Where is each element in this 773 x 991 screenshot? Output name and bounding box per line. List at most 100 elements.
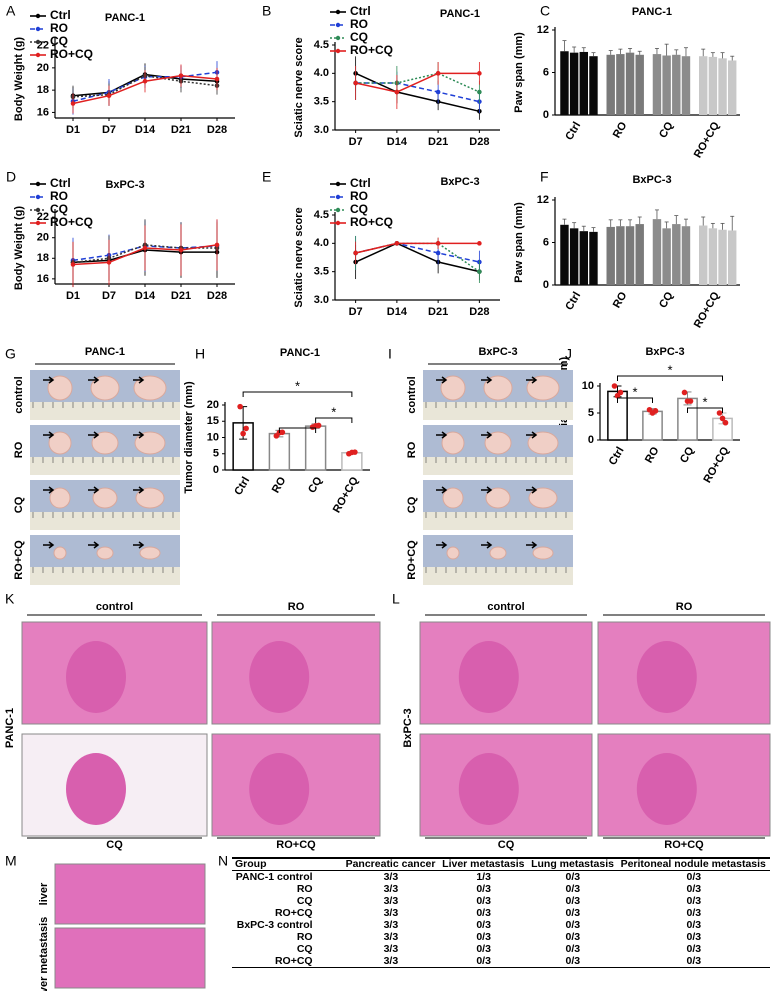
- x-tick-label: CQ: [678, 445, 697, 466]
- table-cell: 0/3: [686, 895, 702, 907]
- point: [70, 101, 76, 106]
- legend-label: RO: [50, 21, 68, 35]
- tumor: [91, 431, 119, 455]
- legend-marker: [35, 194, 41, 200]
- x-tick-label: RO: [611, 290, 630, 311]
- panel-letter: M: [5, 853, 17, 869]
- table-cell: 3/3: [383, 943, 399, 955]
- tumor: [489, 546, 507, 560]
- significance-bracket: [242, 391, 353, 397]
- arrow: [133, 376, 145, 384]
- bar: [672, 54, 681, 115]
- table-cell: 0/3: [565, 883, 581, 895]
- arrow: [436, 376, 448, 384]
- data-point: [243, 425, 249, 432]
- chart-title: BxPC-3: [632, 174, 671, 186]
- bar: [616, 226, 625, 285]
- group-label: CQ: [498, 839, 515, 851]
- table-cell: 0/3: [528, 955, 618, 968]
- table-cell: 0/3: [476, 919, 491, 931]
- row-label: RO+CQ: [406, 540, 418, 580]
- tumor: [53, 546, 67, 560]
- legend-marker: [335, 207, 341, 213]
- table-cell: 3/3: [342, 955, 440, 968]
- x-tick-label: RO: [643, 445, 662, 466]
- x-tick-label: D14: [135, 124, 156, 136]
- table-cell: 0/3: [686, 907, 702, 919]
- table-cell: RO: [296, 883, 313, 895]
- legend-marker: [335, 9, 341, 15]
- point: [214, 242, 220, 248]
- legend-label: CQ: [350, 202, 368, 216]
- legend-marker: [335, 194, 341, 200]
- legend-marker: [335, 35, 341, 41]
- chart-title: BxPC-3: [440, 176, 479, 188]
- series-line: [355, 72, 480, 113]
- legend-label: RO+CQ: [350, 43, 393, 57]
- x-tick-label: D7: [102, 290, 116, 302]
- x-tick-label: RO+CQ: [702, 445, 732, 486]
- bar: [589, 231, 598, 285]
- y-tick-label: 12: [537, 194, 549, 206]
- bar: [560, 51, 569, 115]
- data-point: [716, 410, 723, 416]
- legend-label: Ctrl: [50, 8, 71, 22]
- table-cell: 3/3: [383, 871, 399, 883]
- point: [142, 78, 148, 84]
- legend-marker: [35, 181, 41, 187]
- tumor: [526, 375, 560, 401]
- panel-letter: J: [565, 346, 572, 362]
- y-tick-label: 18: [37, 252, 49, 264]
- tissue-region: [458, 641, 519, 713]
- point: [178, 73, 184, 78]
- legend-marker: [35, 220, 41, 226]
- side-label: PANC-1: [4, 708, 16, 748]
- column-header: Liver metastasis: [439, 857, 529, 871]
- bar: [718, 229, 727, 285]
- legend-marker: [35, 13, 41, 19]
- y-tick-label: 0: [543, 279, 549, 291]
- table-cell: 0/3: [565, 907, 581, 919]
- arrow: [436, 486, 448, 494]
- row-label: liver metastasis: [38, 917, 50, 991]
- x-tick-label: Ctrl: [563, 290, 583, 312]
- legend-label: Ctrl: [50, 176, 71, 190]
- arrow: [43, 431, 55, 439]
- arrow: [133, 431, 145, 439]
- panel-letter: I: [388, 346, 392, 362]
- tumor: [92, 487, 118, 509]
- legend-label: RO: [50, 189, 68, 203]
- point: [353, 250, 358, 256]
- arrow: [481, 376, 493, 384]
- bar: [589, 56, 598, 115]
- row-label: control: [406, 376, 418, 413]
- table-row: RO+CQ 3/3 0/3 0/3 0/3: [232, 907, 770, 919]
- y-tick-label: 5: [588, 407, 594, 419]
- arrow: [481, 541, 493, 549]
- tissue-region: [66, 641, 126, 713]
- y-tick-label: 4.0: [314, 67, 329, 79]
- liver-image: [54, 927, 206, 989]
- point: [435, 250, 441, 256]
- tumor: [442, 487, 464, 509]
- ruler: [423, 457, 573, 475]
- point: [106, 260, 112, 265]
- legend-marker: [35, 52, 41, 58]
- data-point: [240, 430, 246, 437]
- x-tick-label: D1: [66, 290, 80, 302]
- arrow: [88, 486, 100, 494]
- y-axis-label: Paw span (mm): [513, 202, 525, 283]
- legend-marker: [335, 48, 341, 54]
- arrow: [133, 541, 145, 549]
- bar: [625, 52, 635, 115]
- legend-marker: [335, 181, 341, 187]
- table-row: BxPC-3 control 3/3 0/3 0/3 0/3: [232, 919, 770, 931]
- arrow: [133, 486, 145, 494]
- y-axis-label: Tumor diameter (mm): [183, 381, 195, 494]
- table-row: CQ 3/3 0/3 0/3 0/3: [232, 943, 770, 955]
- arrow: [43, 486, 55, 494]
- bar: [625, 226, 635, 285]
- legend-marker: [35, 26, 41, 32]
- x-tick-label: Ctrl: [563, 120, 583, 142]
